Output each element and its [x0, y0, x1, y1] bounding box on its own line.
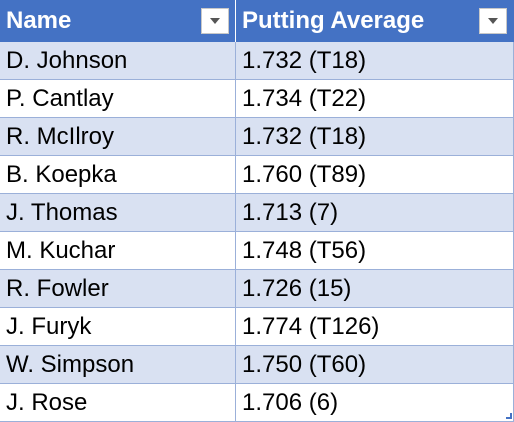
name-cell[interactable]: J. Rose — [0, 384, 236, 421]
name-filter-button[interactable] — [201, 8, 229, 34]
name-cell[interactable]: D. Johnson — [0, 42, 236, 79]
table-row: D. Johnson 1.732 (T18) — [0, 42, 514, 80]
table-row: P. Cantlay 1.734 (T22) — [0, 80, 514, 118]
name-cell[interactable]: J. Thomas — [0, 194, 236, 231]
putting-average-cell[interactable]: 1.750 (T60) — [236, 346, 514, 383]
table-row: W. Simpson 1.750 (T60) — [0, 346, 514, 384]
dropdown-arrow-icon — [488, 18, 498, 24]
name-cell[interactable]: J. Furyk — [0, 308, 236, 345]
putting-average-cell[interactable]: 1.726 (15) — [236, 270, 514, 307]
header-putting-average[interactable]: Putting Average — [236, 0, 514, 42]
putting-average-filter-button[interactable] — [479, 8, 507, 34]
dropdown-arrow-icon — [210, 18, 220, 24]
name-cell[interactable]: R. Fowler — [0, 270, 236, 307]
table-header-row: Name Putting Average — [0, 0, 514, 42]
table-row: J. Thomas 1.713 (7) — [0, 194, 514, 232]
putting-average-cell[interactable]: 1.706 (6) — [236, 384, 514, 421]
table-row: J. Furyk 1.774 (T126) — [0, 308, 514, 346]
putting-average-cell[interactable]: 1.760 (T89) — [236, 156, 514, 193]
table-row: B. Koepka 1.760 (T89) — [0, 156, 514, 194]
table-row: J. Rose 1.706 (6) — [0, 384, 514, 422]
table-resize-handle[interactable] — [506, 413, 512, 419]
putting-average-cell[interactable]: 1.713 (7) — [236, 194, 514, 231]
table-row: R. McIlroy 1.732 (T18) — [0, 118, 514, 156]
putting-average-cell[interactable]: 1.732 (T18) — [236, 118, 514, 155]
header-name-label: Name — [6, 7, 72, 34]
putting-average-cell[interactable]: 1.748 (T56) — [236, 232, 514, 269]
table-row: R. Fowler 1.726 (15) — [0, 270, 514, 308]
putting-average-cell[interactable]: 1.732 (T18) — [236, 42, 514, 79]
name-cell[interactable]: P. Cantlay — [0, 80, 236, 117]
putting-average-cell[interactable]: 1.734 (T22) — [236, 80, 514, 117]
putting-average-cell[interactable]: 1.774 (T126) — [236, 308, 514, 345]
name-cell[interactable]: B. Koepka — [0, 156, 236, 193]
name-cell[interactable]: M. Kuchar — [0, 232, 236, 269]
header-name[interactable]: Name — [0, 0, 236, 42]
name-cell[interactable]: W. Simpson — [0, 346, 236, 383]
name-cell[interactable]: R. McIlroy — [0, 118, 236, 155]
header-putting-average-label: Putting Average — [242, 7, 425, 34]
table-row: M. Kuchar 1.748 (T56) — [0, 232, 514, 270]
